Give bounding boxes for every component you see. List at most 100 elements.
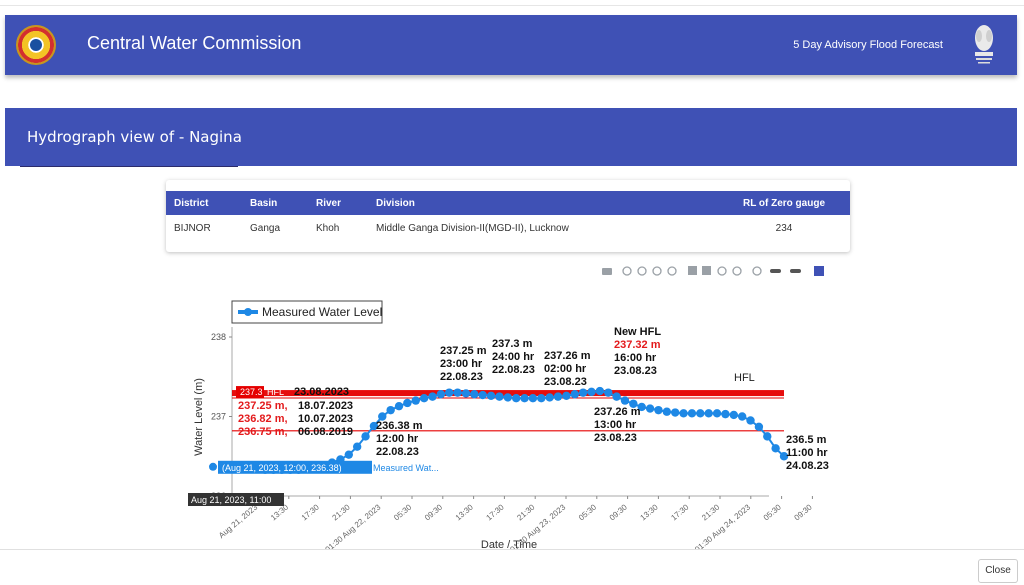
x-tick-label: 17:30 bbox=[485, 502, 507, 522]
data-point[interactable] bbox=[411, 396, 420, 405]
data-point[interactable] bbox=[470, 390, 479, 399]
navbar: Central Water Commission 5 Day Advisory … bbox=[5, 15, 1017, 75]
cell-rl-zero-gauge: 234 bbox=[775, 222, 793, 234]
data-point[interactable] bbox=[369, 421, 379, 431]
hfl-label: HFL bbox=[734, 372, 755, 384]
data-point[interactable] bbox=[595, 386, 605, 396]
annotation-time: 12:00 hr bbox=[376, 433, 419, 445]
annotation-title: New HFL bbox=[614, 326, 661, 338]
zoom-out-icon[interactable] bbox=[702, 266, 711, 275]
annotation-date: 23.08.23 bbox=[594, 432, 637, 444]
x-tick-label: 13:30 bbox=[454, 502, 476, 522]
hover-closest-icon[interactable] bbox=[770, 269, 781, 273]
annotation-date: 23.08.23 bbox=[544, 376, 587, 388]
data-point[interactable] bbox=[587, 387, 596, 397]
y-tick-label: 237 bbox=[211, 412, 226, 422]
data-point[interactable] bbox=[394, 401, 404, 411]
data-point[interactable] bbox=[654, 405, 663, 415]
x-tick-label: 17:30 bbox=[300, 502, 322, 522]
data-point[interactable] bbox=[754, 422, 764, 432]
data-point[interactable] bbox=[721, 409, 730, 419]
data-point[interactable] bbox=[578, 388, 588, 397]
data-point[interactable] bbox=[545, 393, 554, 402]
lasso-select-icon[interactable] bbox=[667, 266, 677, 276]
data-point[interactable] bbox=[344, 450, 353, 459]
data-point[interactable] bbox=[562, 391, 571, 401]
data-point[interactable] bbox=[461, 389, 471, 398]
data-point[interactable] bbox=[763, 432, 772, 441]
annotation-value: 236.5 m bbox=[786, 434, 827, 446]
annotation-time: 13:00 hr bbox=[594, 419, 637, 431]
data-point[interactable] bbox=[645, 404, 655, 413]
data-point[interactable] bbox=[503, 393, 513, 402]
pan-icon[interactable] bbox=[637, 266, 647, 276]
annotation-value: 237.25 m bbox=[440, 345, 487, 357]
data-point[interactable] bbox=[637, 402, 646, 412]
hover-point-label: (Aug 21, 2023, 12:00, 236.38) bbox=[222, 463, 342, 473]
data-point[interactable] bbox=[696, 409, 705, 418]
national-emblem-icon bbox=[975, 25, 993, 64]
data-point[interactable] bbox=[445, 388, 454, 397]
hover-tooltip bbox=[218, 460, 372, 474]
header-rl-zero-gauge: RL of Zero gauge bbox=[710, 191, 850, 215]
hover-compare-icon[interactable] bbox=[790, 269, 801, 273]
data-point[interactable] bbox=[520, 394, 529, 403]
zoom-icon[interactable] bbox=[622, 266, 632, 276]
x-tick-label: 05:30 bbox=[577, 502, 599, 522]
data-point[interactable] bbox=[662, 407, 672, 416]
reset-axes-icon[interactable] bbox=[732, 266, 742, 276]
box-select-icon[interactable] bbox=[652, 266, 662, 276]
data-point[interactable] bbox=[511, 394, 521, 403]
x-tick-label: 01:30 Aug 23, 2023 bbox=[508, 502, 567, 550]
data-point[interactable] bbox=[779, 452, 789, 461]
data-point[interactable] bbox=[570, 390, 579, 399]
data-point[interactable] bbox=[737, 412, 747, 421]
x-hover-label: Aug 21, 2023, 11:00 bbox=[191, 495, 271, 505]
data-point[interactable] bbox=[679, 409, 688, 418]
plotly-logo-icon[interactable] bbox=[814, 266, 824, 276]
data-point[interactable] bbox=[687, 409, 697, 418]
camera-icon[interactable] bbox=[602, 268, 612, 275]
data-point[interactable] bbox=[486, 391, 496, 401]
data-point[interactable] bbox=[537, 394, 546, 403]
data-point[interactable] bbox=[746, 416, 755, 425]
data-point[interactable] bbox=[403, 398, 412, 408]
x-tick-label: Aug 21, 2023 bbox=[217, 502, 260, 540]
data-point[interactable] bbox=[712, 409, 722, 418]
spike-lines-icon[interactable] bbox=[752, 266, 762, 276]
data-point[interactable] bbox=[386, 405, 395, 415]
x-tick-label: 09:30 bbox=[793, 502, 815, 522]
data-point[interactable] bbox=[771, 444, 780, 453]
zoom-in-icon[interactable] bbox=[688, 266, 697, 275]
data-point[interactable] bbox=[428, 392, 437, 401]
data-point[interactable] bbox=[436, 390, 446, 399]
data-point[interactable] bbox=[453, 388, 462, 397]
info-card: District Basin River Division RL of Zero… bbox=[166, 180, 850, 252]
data-point[interactable] bbox=[604, 388, 613, 397]
annotation-time: 02:00 hr bbox=[544, 363, 587, 375]
data-point[interactable] bbox=[729, 410, 738, 420]
data-point[interactable] bbox=[419, 394, 429, 403]
data-point[interactable] bbox=[553, 392, 563, 401]
data-point[interactable] bbox=[620, 396, 630, 405]
data-point[interactable] bbox=[528, 394, 538, 403]
title-underline bbox=[20, 166, 238, 167]
autoscale-icon[interactable] bbox=[717, 266, 727, 276]
hfl-date: 23.08.2023 bbox=[294, 386, 349, 398]
data-point[interactable] bbox=[704, 409, 713, 418]
data-point[interactable] bbox=[629, 399, 638, 408]
data-point[interactable] bbox=[352, 442, 362, 451]
data-point[interactable] bbox=[671, 408, 680, 417]
brand-title[interactable]: Central Water Commission bbox=[87, 33, 302, 53]
data-point[interactable] bbox=[361, 432, 370, 441]
hover-marker bbox=[209, 462, 217, 471]
y-axis-title: Water Level (m) bbox=[193, 378, 205, 456]
advisory-link[interactable]: 5 Day Advisory Flood Forecast bbox=[793, 39, 943, 51]
close-button[interactable]: Close bbox=[978, 559, 1018, 583]
data-point[interactable] bbox=[378, 412, 387, 421]
data-point[interactable] bbox=[495, 392, 504, 401]
data-point[interactable] bbox=[478, 390, 487, 400]
data-point[interactable] bbox=[612, 392, 621, 401]
